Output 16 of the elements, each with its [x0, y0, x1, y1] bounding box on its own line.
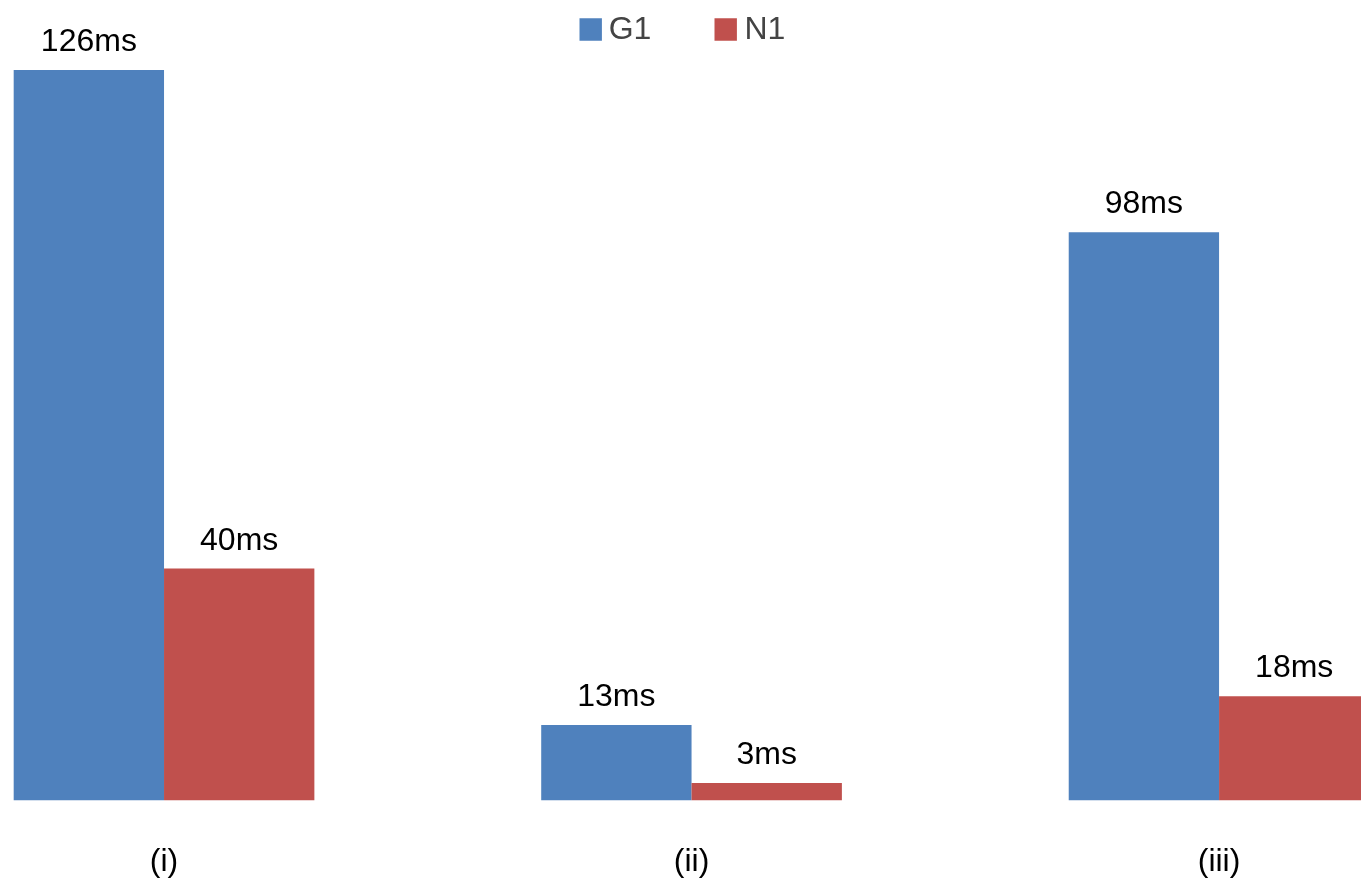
bar	[1068, 232, 1220, 801]
bar	[13, 69, 165, 801]
bar	[691, 783, 842, 801]
x-tick-label: (i)	[149, 841, 179, 878]
data-label: 126ms	[40, 21, 137, 58]
legend-label: N1	[744, 10, 786, 47]
data-label: 40ms	[200, 520, 279, 557]
data-label: 3ms	[736, 735, 797, 772]
x-tick-label: (iii)	[1197, 841, 1241, 878]
bar	[541, 725, 692, 801]
bar	[164, 568, 315, 801]
legend-label: G1	[608, 10, 652, 47]
data-label: 98ms	[1104, 184, 1184, 221]
data-label: 18ms	[1255, 648, 1334, 685]
x-tick-label: (ii)	[673, 841, 710, 878]
data-label: 13ms	[577, 677, 656, 714]
